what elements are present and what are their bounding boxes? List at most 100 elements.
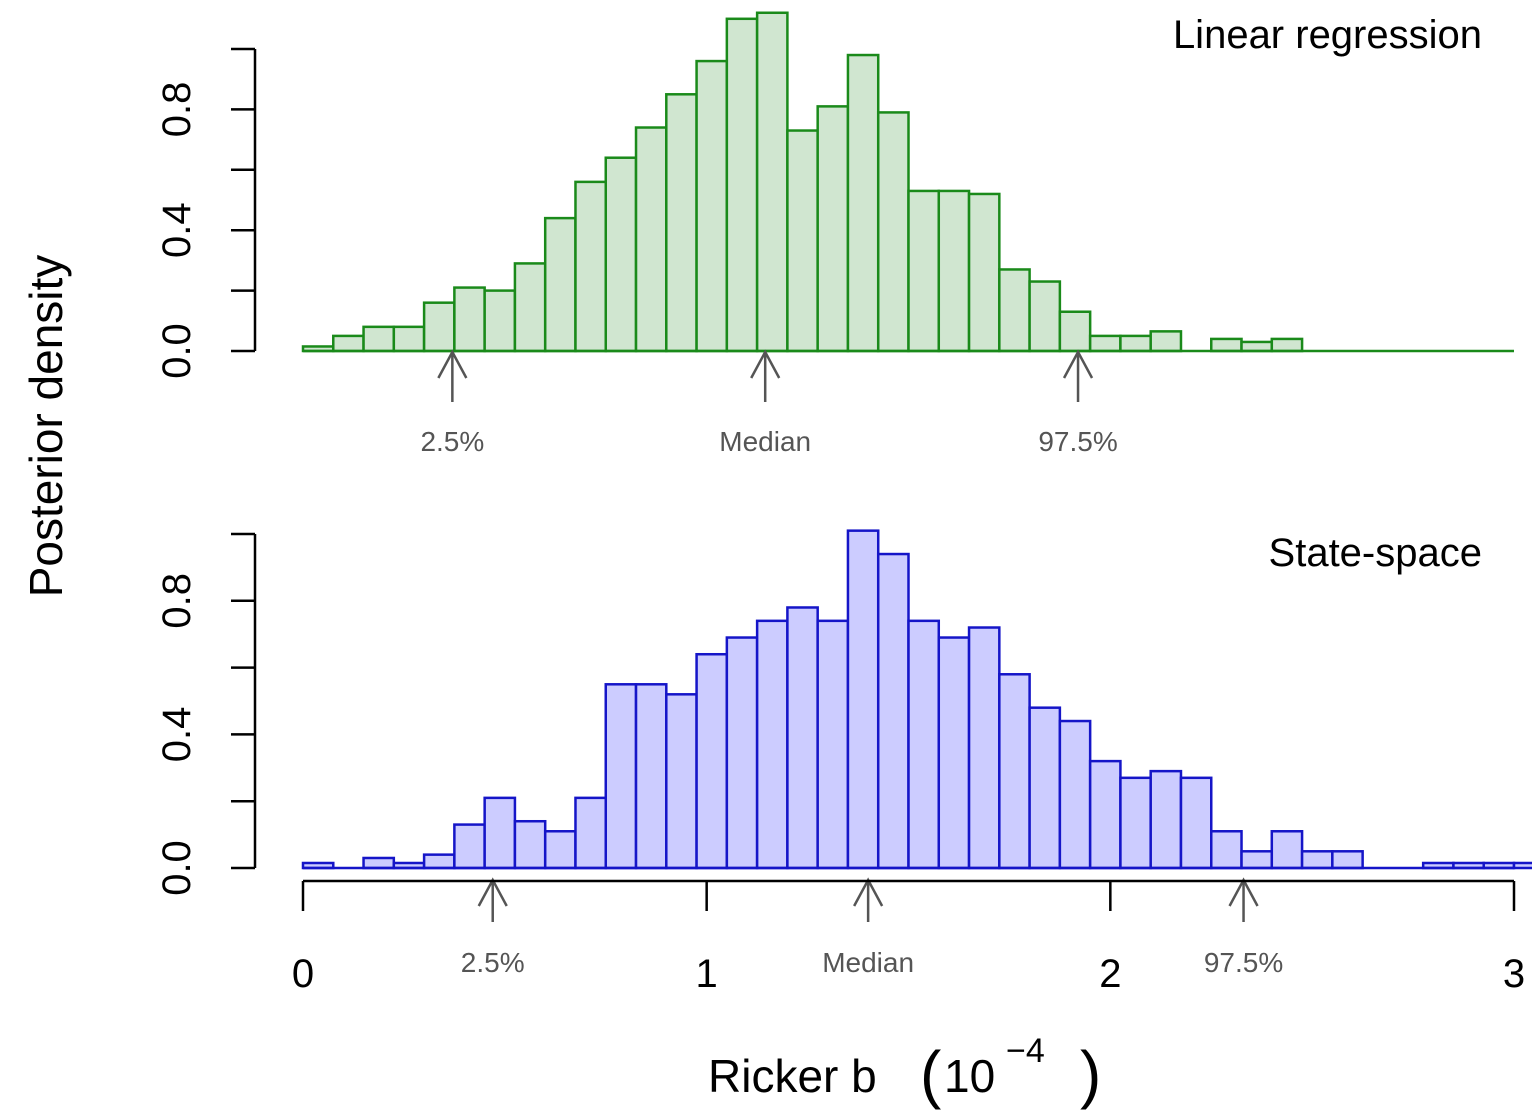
histogram-bar — [1028, 706, 1062, 870]
annotation-label: 2.5% — [461, 947, 525, 978]
histogram-bar — [967, 626, 1001, 870]
x-axis-title-rparen: ) — [1080, 1038, 1101, 1110]
histogram-bar — [634, 126, 668, 353]
histogram-bar — [574, 796, 607, 870]
y-axis-title: Posterior density — [20, 255, 72, 598]
x-axis-title-exponent: −4 — [1006, 1032, 1045, 1070]
histogram-bar — [1028, 280, 1062, 353]
histogram-bar — [422, 301, 456, 353]
annotation-label: Median — [822, 947, 914, 978]
histogram-bar — [1058, 719, 1092, 870]
histogram-bar — [1512, 861, 1532, 870]
y-axis: 0.0 0.4 0.8 — [155, 532, 257, 896]
histogram-bar — [422, 853, 456, 870]
histogram-bar — [513, 262, 547, 353]
x-tick-label: 0 — [292, 952, 314, 996]
histogram-bar — [1240, 850, 1274, 870]
histogram-bar — [362, 856, 396, 870]
x-axis-title-lparen: ( — [920, 1038, 941, 1110]
histogram-bar — [332, 334, 365, 353]
histogram-bar — [786, 606, 819, 870]
annotation-arrowhead — [750, 349, 781, 379]
x-axis-title: Ricker b ( 10 −4 ) — [708, 1032, 1101, 1110]
histogram-bar — [816, 105, 850, 353]
x-tick-label: 2 — [1099, 952, 1121, 996]
panel-linear-regression: Linear regression 0.0 0.4 0.8 2.5% Median 97… — [155, 11, 1514, 457]
histogram-bar — [1300, 850, 1334, 870]
histogram-bar — [1179, 776, 1213, 870]
histogram-bar — [816, 619, 850, 870]
histogram-bar — [1088, 334, 1122, 353]
histogram-bar — [543, 830, 577, 870]
histogram-bar — [665, 693, 698, 870]
bars — [301, 529, 1532, 870]
histogram-bar — [695, 59, 729, 353]
y-tick-label: 0.8 — [155, 82, 199, 138]
histogram-bar — [392, 325, 426, 353]
histogram-bar — [634, 683, 668, 870]
histogram-bar — [907, 189, 941, 353]
x-axis-title-base: 10 — [944, 1050, 995, 1102]
x-axis-title-main: Ricker b — [708, 1050, 877, 1102]
histogram-bar — [755, 619, 789, 870]
histogram-bar — [1240, 340, 1274, 353]
histogram-bar — [755, 11, 789, 353]
x-tick-label: 3 — [1503, 952, 1525, 996]
histogram-bar — [725, 17, 759, 353]
panel-state-space: State-space 0.0 0.4 0.8 2.5% Median 97.5% 0 1… — [155, 529, 1532, 996]
histogram-bar — [1210, 337, 1243, 353]
histogram-bar — [665, 93, 698, 353]
histogram-bar — [362, 325, 396, 353]
y-axis: 0.0 0.4 0.8 — [155, 47, 257, 379]
histogram-bar — [1210, 830, 1243, 870]
histogram-bar — [513, 819, 547, 870]
histogram-bar — [483, 796, 517, 870]
histogram-bar — [1088, 759, 1122, 870]
histogram-bar — [876, 552, 910, 870]
histogram-bar — [453, 286, 486, 353]
histogram-bar — [725, 636, 759, 870]
histogram-bar — [876, 111, 910, 353]
histogram-bar — [846, 53, 880, 353]
x-tick-label: 1 — [696, 952, 718, 996]
histogram-bar — [998, 268, 1031, 353]
annotations: 2.5% Median 97.5% — [420, 349, 1118, 457]
annotation-label: Median — [719, 426, 811, 457]
histogram-bar — [1119, 334, 1152, 353]
annotation-label: 2.5% — [420, 426, 484, 457]
annotation-label: 97.5% — [1204, 947, 1283, 978]
histogram-bar — [967, 192, 1001, 353]
histogram-bar — [695, 652, 729, 870]
y-tick-label: 0.8 — [155, 573, 199, 629]
bars — [301, 11, 1514, 353]
annotation-label: 97.5% — [1038, 426, 1117, 457]
y-tick-label: 0.4 — [155, 202, 199, 258]
histogram-bar — [1119, 776, 1152, 870]
histogram-bar — [998, 673, 1031, 870]
histogram-bar — [937, 189, 971, 353]
histogram-bar — [846, 529, 880, 870]
panel-title: Linear regression — [1173, 13, 1482, 57]
histogram-bar — [1149, 330, 1183, 353]
histogram-bar — [907, 619, 941, 870]
histogram-bar — [1149, 769, 1183, 870]
histogram-bar — [786, 129, 819, 353]
y-tick-label: 0.4 — [155, 707, 199, 763]
y-tick-label: 0.0 — [155, 840, 199, 896]
histogram-bar — [574, 180, 607, 353]
histogram-bar — [604, 156, 638, 353]
histogram-bar — [604, 683, 638, 870]
histogram-bar — [483, 289, 517, 353]
x-axis: 0 1 2 3 — [292, 879, 1525, 996]
annotation-arrowhead — [1062, 349, 1094, 379]
histogram-bar — [1058, 310, 1092, 353]
histogram-bar — [543, 216, 577, 353]
panel-title: State-space — [1269, 531, 1482, 575]
histogram-bar — [1331, 850, 1364, 870]
annotations: 2.5% Median 97.5% — [461, 877, 1283, 978]
y-tick-label: 0.0 — [155, 323, 199, 379]
annotation-arrowhead — [437, 349, 468, 379]
histogram-bar — [453, 823, 486, 870]
histogram-bar — [1270, 337, 1304, 353]
